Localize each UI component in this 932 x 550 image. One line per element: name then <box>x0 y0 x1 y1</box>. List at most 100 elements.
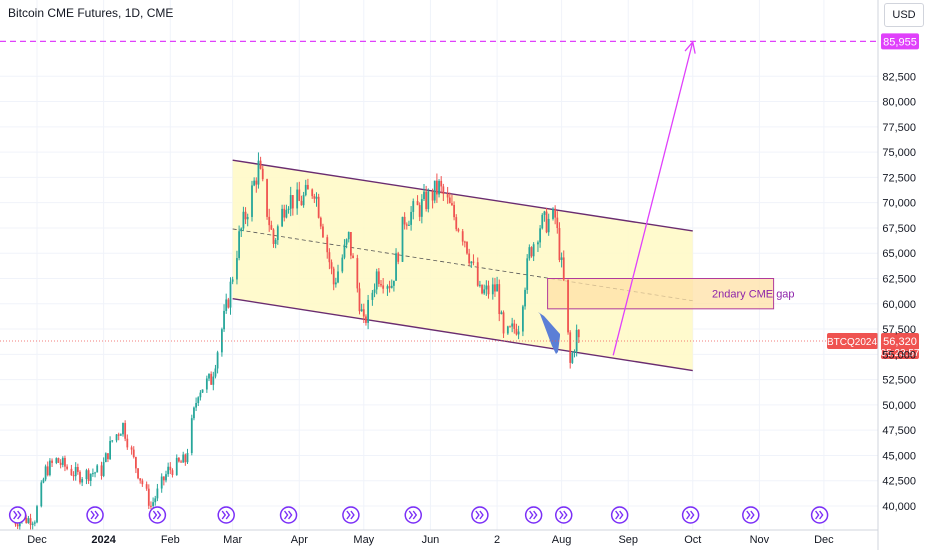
candle <box>156 483 159 502</box>
candle <box>94 471 96 478</box>
event-icon-circle <box>471 506 489 524</box>
candle-body <box>494 284 496 292</box>
event-icon[interactable] <box>610 506 629 524</box>
event-icon[interactable] <box>86 506 104 524</box>
event-icon[interactable] <box>217 506 235 524</box>
event-icon[interactable] <box>555 506 573 524</box>
candle <box>276 224 279 245</box>
y-tick-label: 45,000 <box>882 450 916 462</box>
candle-body <box>345 239 348 245</box>
candle <box>481 284 483 295</box>
event-icon[interactable] <box>742 506 760 524</box>
candle <box>448 192 451 204</box>
event-icon[interactable] <box>8 506 27 524</box>
event-icon-circle <box>810 506 829 524</box>
candle <box>266 178 268 220</box>
event-icon[interactable] <box>681 506 700 524</box>
event-icon[interactable] <box>810 506 829 524</box>
candle <box>85 468 88 485</box>
candle <box>31 521 34 530</box>
candle-body <box>205 378 208 390</box>
event-icon[interactable] <box>342 506 360 524</box>
candle-body <box>328 252 331 263</box>
x-tick-label: Dec <box>814 534 834 546</box>
candle <box>92 468 94 477</box>
candle <box>255 177 258 193</box>
candle-body <box>451 203 453 206</box>
candle <box>470 261 473 268</box>
candle-body <box>410 211 412 225</box>
candles <box>12 152 580 530</box>
candle <box>141 478 144 487</box>
event-icon[interactable] <box>524 506 543 524</box>
candle <box>107 453 109 463</box>
candle <box>193 406 195 421</box>
candle-body <box>313 196 316 199</box>
candle <box>438 179 440 198</box>
channel-overlay: 2ndary CME gap <box>232 159 795 372</box>
event-icon-chevrons <box>283 510 293 520</box>
event-icon-circle <box>8 506 27 524</box>
candle-body <box>304 184 307 196</box>
candle <box>281 204 283 228</box>
candle-body <box>431 191 434 201</box>
candle <box>289 186 292 217</box>
x-tick-label: Apr <box>291 534 308 546</box>
event-icon[interactable] <box>404 506 422 524</box>
event-icon[interactable] <box>148 506 167 524</box>
candle <box>498 279 501 322</box>
candle-body <box>577 329 580 338</box>
event-icon-circle <box>148 506 167 524</box>
x-tick-label: 2024 <box>91 534 116 546</box>
event-icon[interactable] <box>279 506 298 524</box>
candle <box>487 280 490 299</box>
candle-body <box>289 195 292 209</box>
candle <box>40 480 43 508</box>
candle <box>506 325 509 335</box>
y-tick-label: 57,500 <box>882 324 916 336</box>
candle <box>511 317 514 333</box>
candle <box>530 246 533 258</box>
candle-body <box>190 418 193 454</box>
candle-body <box>40 482 43 507</box>
candle <box>186 448 189 464</box>
candle-body <box>405 224 408 226</box>
candle-body <box>296 189 299 209</box>
candle <box>334 277 337 288</box>
candle <box>175 454 178 476</box>
candle <box>244 207 247 225</box>
candle <box>562 250 565 282</box>
candle-body <box>162 476 165 481</box>
candle-body <box>145 484 148 489</box>
candle <box>313 193 316 204</box>
candle-body <box>341 257 344 272</box>
candle <box>126 434 129 450</box>
candle <box>337 264 339 284</box>
candle <box>115 434 118 443</box>
candle <box>453 201 455 221</box>
candle-body <box>147 488 150 506</box>
event-icon[interactable] <box>471 506 489 524</box>
candle <box>100 461 103 480</box>
candle-body <box>427 191 430 210</box>
candle-body <box>483 289 486 294</box>
candle <box>425 185 428 212</box>
candle <box>377 268 380 287</box>
candle <box>560 252 563 268</box>
candle <box>257 152 260 189</box>
candle-body <box>334 282 337 285</box>
y-tick-label: 42,500 <box>882 476 916 488</box>
candle <box>162 476 165 486</box>
candle-body <box>423 191 425 200</box>
projection-arrow-line <box>612 41 694 356</box>
currency-button[interactable]: USD <box>884 3 924 27</box>
candle-body <box>154 498 157 503</box>
candle <box>291 195 294 216</box>
candle <box>386 284 389 296</box>
candle-body <box>124 423 127 439</box>
candle <box>397 251 400 265</box>
candle-body <box>33 522 36 524</box>
candle <box>253 177 256 187</box>
y-tick-label: 62,500 <box>882 274 916 286</box>
